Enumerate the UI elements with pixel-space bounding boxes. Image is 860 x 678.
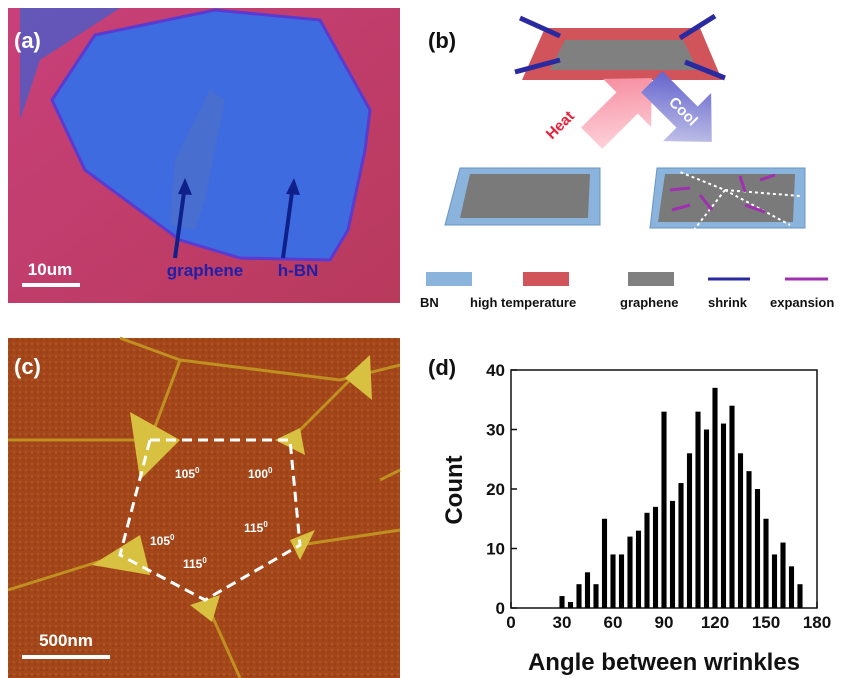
bar xyxy=(653,507,658,608)
panel-a: (a) 10um graphene h-BN xyxy=(8,8,400,303)
y-tick-label: 40 xyxy=(486,361,505,380)
bar xyxy=(695,412,700,608)
panel-label: (b) xyxy=(428,28,456,53)
annotation: graphene xyxy=(167,261,244,280)
bar xyxy=(636,531,641,608)
legend-label: BN xyxy=(420,295,439,310)
y-axis-title: Count xyxy=(441,455,468,524)
legend-label: expansion xyxy=(770,295,834,310)
bar xyxy=(746,471,751,608)
scale-bar-label: 10um xyxy=(28,260,72,279)
bar xyxy=(755,489,760,608)
legend-swatch xyxy=(628,272,674,286)
x-tick-label: 0 xyxy=(506,613,515,632)
graphene xyxy=(658,174,795,222)
x-tick-label: 180 xyxy=(803,613,831,632)
legend-label: high temperature xyxy=(470,295,576,310)
scale-bar-label: 500nm xyxy=(39,631,93,650)
bar xyxy=(585,572,590,608)
bar xyxy=(619,554,624,608)
bar xyxy=(763,519,768,608)
bar xyxy=(627,537,632,608)
panel-d: (d) Count Angle between wrinkles 0 10 20 30… xyxy=(428,355,831,676)
bar xyxy=(610,554,615,608)
bar xyxy=(593,584,598,608)
bar xyxy=(559,596,564,608)
legend-swatch xyxy=(426,272,472,286)
x-tick-label: 150 xyxy=(752,613,780,632)
annotation: h-BN xyxy=(278,261,319,280)
bar xyxy=(644,513,649,608)
x-tick-label: 60 xyxy=(604,613,623,632)
y-tick-label: 20 xyxy=(486,480,505,499)
graphene xyxy=(550,40,698,70)
bar xyxy=(780,543,785,608)
heat-label: Heat xyxy=(543,108,578,143)
bar xyxy=(670,501,675,608)
bar xyxy=(678,483,683,608)
x-axis-title: Angle between wrinkles xyxy=(528,649,800,676)
x-tick-label: 30 xyxy=(553,613,572,632)
bar xyxy=(712,388,717,608)
panel-label: (c) xyxy=(14,354,41,379)
legend-label: shrink xyxy=(708,295,748,310)
bar xyxy=(738,453,743,608)
figure: (a) 10um graphene h-BN (b) Heat Cool xyxy=(0,0,860,678)
bar xyxy=(576,584,581,608)
bar xyxy=(661,412,666,608)
bar xyxy=(704,430,709,609)
panel-c: 1050 1000 1150 1150 1050 (c) 500nm xyxy=(8,338,400,678)
bar xyxy=(568,602,573,608)
bar xyxy=(602,519,607,608)
bar xyxy=(729,406,734,608)
legend-label: graphene xyxy=(620,295,679,310)
graphene xyxy=(460,174,590,218)
x-tick-label: 90 xyxy=(655,613,674,632)
y-tick-label: 10 xyxy=(486,540,505,559)
bar xyxy=(789,566,794,608)
y-tick-label: 0 xyxy=(496,599,505,618)
legend-swatch xyxy=(523,272,569,286)
bar xyxy=(721,424,726,608)
x-tick-label: 120 xyxy=(701,613,729,632)
panel-label: (a) xyxy=(14,28,41,53)
bar xyxy=(797,584,802,608)
bar xyxy=(687,453,692,608)
panel-label: (d) xyxy=(428,355,456,380)
y-tick-label: 30 xyxy=(486,421,505,440)
bar xyxy=(772,554,777,608)
panel-b: (b) Heat Cool BN high temperature graphe… xyxy=(420,16,834,310)
